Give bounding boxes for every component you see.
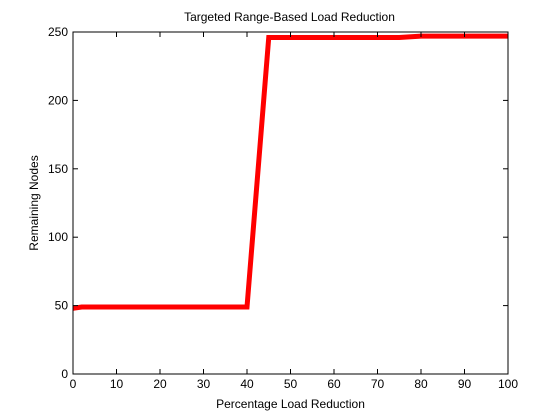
x-axis-title: Percentage Load Reduction (216, 397, 365, 411)
axes-box (72, 31, 509, 375)
x-tick-label: 100 (498, 377, 518, 391)
y-tick-label: 200 (48, 93, 68, 107)
y-tick-label: 100 (48, 230, 68, 244)
series-line-0 (72, 33, 508, 311)
chart-title: Targeted Range-Based Load Reduction (184, 10, 395, 24)
x-tick-label: 70 (371, 377, 385, 391)
x-tick-label: 90 (458, 377, 472, 391)
y-axis-title: Remaining Nodes (27, 155, 41, 250)
y-tick-label: 50 (55, 299, 69, 313)
x-tick-label: 20 (153, 377, 167, 391)
x-tick-label: 0 (70, 377, 77, 391)
series-layer (72, 33, 508, 311)
x-tick-label: 60 (327, 377, 341, 391)
y-tick-label: 0 (61, 367, 68, 381)
x-tick-label: 30 (197, 377, 211, 391)
x-tick-label: 50 (284, 377, 298, 391)
y-tick-label: 150 (48, 162, 68, 176)
ticks-layer: 0 10 20 30 40 50 60 70 80 90 100 0 50 100 150 200 250 (48, 25, 518, 391)
x-tick-label: 10 (110, 377, 124, 391)
plot-area (73, 32, 508, 374)
x-tick-label: 80 (414, 377, 428, 391)
x-tick-label: 40 (240, 377, 254, 391)
y-tick-label: 250 (48, 25, 68, 39)
